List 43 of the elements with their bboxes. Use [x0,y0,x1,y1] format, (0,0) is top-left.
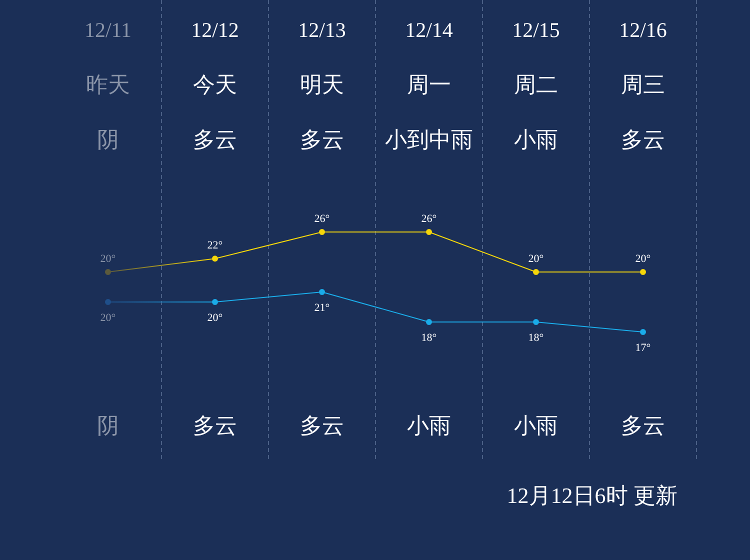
data-label: 20° [100,312,116,324]
point [640,329,646,335]
data-label: 26° [421,213,437,225]
point [533,319,539,325]
text: 多云 [193,413,237,438]
data-label: 18° [528,332,544,344]
text: 阴 [97,413,119,438]
data-label: 20° [207,312,223,324]
text: 多云 [621,413,665,438]
text: 小到中雨 [385,127,473,152]
data-label: 18° [421,332,437,344]
x-tick-label: 12/15 [512,18,560,42]
text: 周一 [407,72,451,97]
data-label: 20° [635,253,651,265]
text: 周三 [621,72,665,97]
text: 多云 [300,127,344,152]
text: 多云 [193,127,237,152]
text: 阴 [97,127,119,152]
point [212,299,218,305]
text: 小雨 [514,127,558,152]
data-label: 17° [635,342,651,354]
point [105,299,111,305]
text: 多云 [621,127,665,152]
x-tick-label: 12/13 [298,18,346,42]
text: 多云 [300,413,344,438]
text: 12月12日6时 更新 [506,483,678,508]
data-label: 20° [528,253,544,265]
text: 明天 [300,72,344,97]
text: 小雨 [514,413,558,438]
x-tick-label: 12/16 [619,18,667,42]
text: 昨天 [86,72,130,97]
text: 周二 [514,72,558,97]
x-tick-label: 12/11 [84,18,132,42]
data-label: 21° [314,302,330,314]
point [319,289,325,295]
data-label: 26° [314,213,330,225]
point [426,319,432,325]
text: 小雨 [407,413,451,438]
x-tick-label: 12/12 [191,18,239,42]
data-label: 20° [100,253,116,265]
text: 今天 [193,72,237,97]
data-label: 22° [207,240,223,252]
x-tick-label: 12/14 [405,18,454,42]
